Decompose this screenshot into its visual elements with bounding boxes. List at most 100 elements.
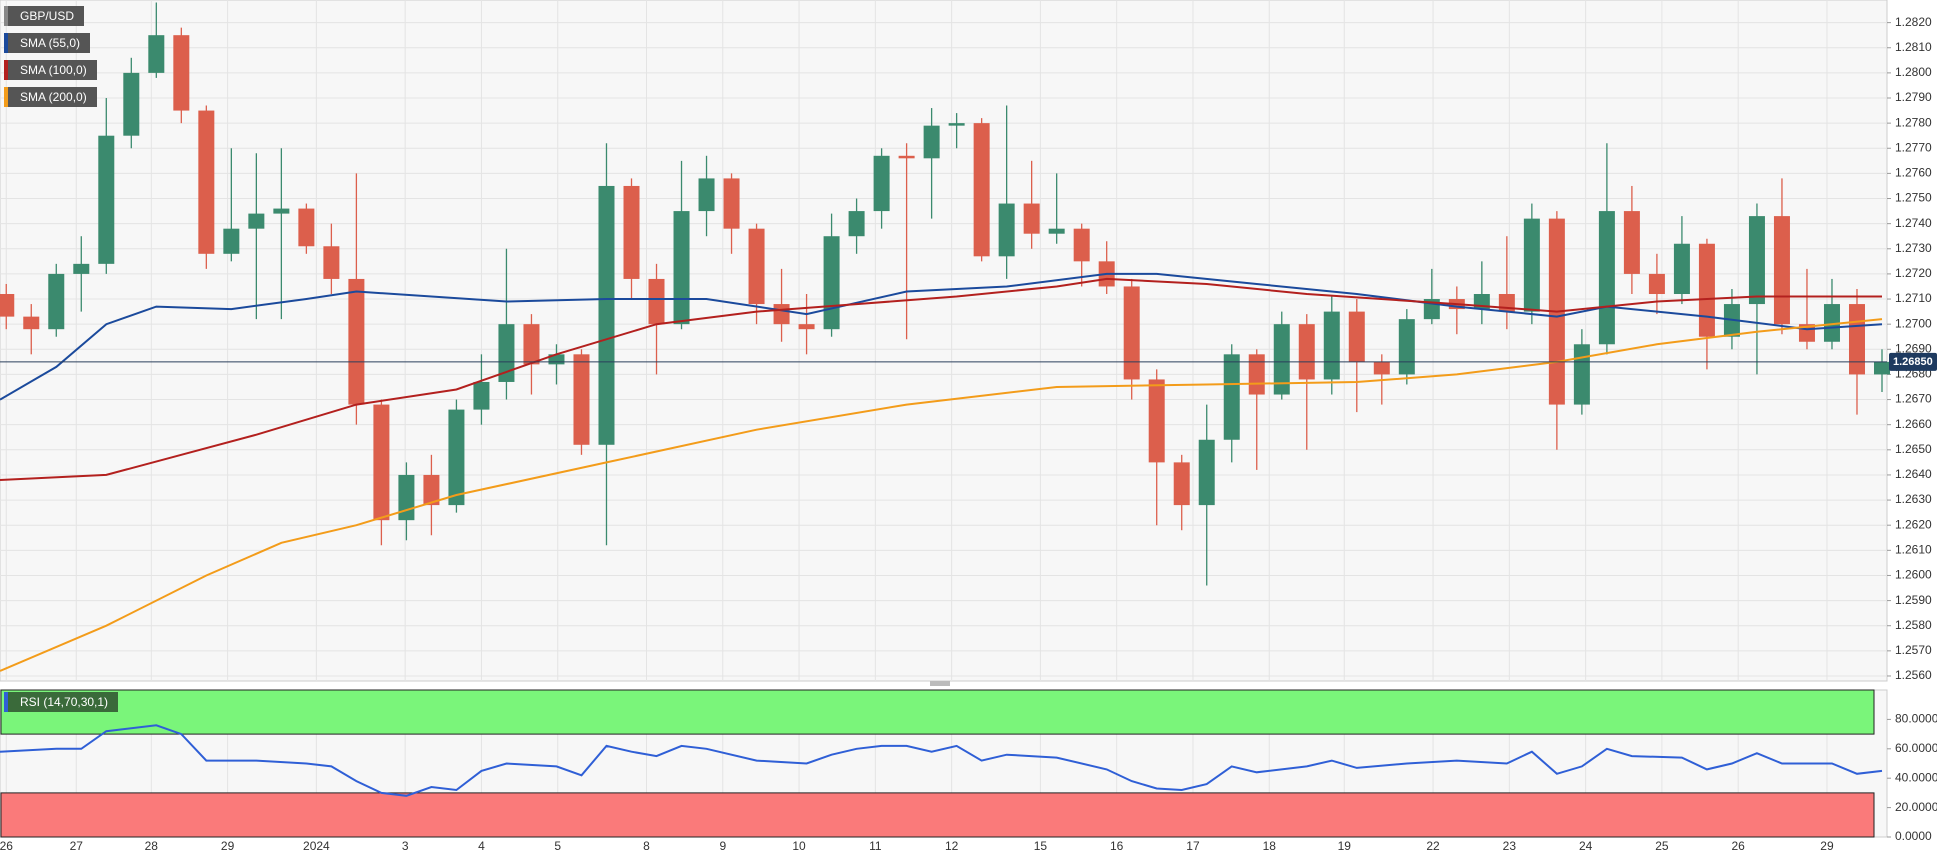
candle-body xyxy=(898,155,915,159)
candle-body xyxy=(1823,304,1840,342)
candle-body xyxy=(1298,324,1315,380)
y-tick-label: 1.2810 xyxy=(1895,40,1932,54)
candle-body xyxy=(98,135,115,264)
candle-body xyxy=(1598,211,1615,345)
rsi-band xyxy=(0,689,1875,735)
y-tick-label: 1.2710 xyxy=(1895,291,1932,305)
x-tick-label: 4 xyxy=(478,839,485,853)
candle-body xyxy=(398,474,415,521)
candle-body xyxy=(448,409,465,506)
candle-body xyxy=(1148,379,1165,463)
line-series xyxy=(0,272,1883,401)
rsi-band xyxy=(0,792,1875,838)
candle-body xyxy=(1223,354,1240,440)
candle-body xyxy=(823,236,840,330)
y-tick-label: 1.2730 xyxy=(1895,241,1932,255)
candle-body xyxy=(673,211,690,325)
y-tick-label: 1.2560 xyxy=(1895,668,1932,682)
candle-body xyxy=(348,278,365,405)
y-tick-label: 1.2630 xyxy=(1895,492,1932,506)
panel-divider xyxy=(930,681,950,686)
candle-body xyxy=(223,228,240,254)
candle-body xyxy=(623,185,640,279)
legend-symbol: GBP/USD xyxy=(4,6,85,26)
candle-body xyxy=(1023,203,1040,234)
y-tick-label: 1.2750 xyxy=(1895,191,1932,205)
candle-body xyxy=(423,474,440,506)
x-tick-label: 9 xyxy=(719,839,726,853)
candle-body xyxy=(1123,286,1140,380)
candle-body xyxy=(1373,361,1390,375)
x-tick-label: 15 xyxy=(1034,839,1048,853)
candle-body xyxy=(748,228,765,305)
candle-body xyxy=(1398,319,1415,375)
candle-body xyxy=(998,203,1015,257)
candle-body xyxy=(1073,228,1090,262)
y-tick-label: 1.2580 xyxy=(1895,618,1932,632)
y-tick-label: 1.2700 xyxy=(1895,316,1932,330)
x-tick-label: 12 xyxy=(945,839,959,853)
candle-body xyxy=(1248,354,1265,395)
candle-body xyxy=(1673,243,1690,295)
x-tick-label: 22 xyxy=(1426,839,1440,853)
candle-body xyxy=(273,208,290,214)
candle-body xyxy=(123,72,140,136)
y-tick-label: 1.2660 xyxy=(1895,417,1932,431)
candle-body xyxy=(73,263,90,274)
candle-body xyxy=(1523,218,1540,312)
x-tick-label: 11 xyxy=(869,839,882,853)
candle-body xyxy=(1323,311,1340,380)
y-tick-label: 1.2600 xyxy=(1895,568,1932,582)
y-tick-label: 60.0000 xyxy=(1895,741,1937,755)
y-tick-label: 1.2690 xyxy=(1895,341,1932,355)
y-tick-label: 20.0000 xyxy=(1895,800,1937,814)
y-tick-label: 0.0000 xyxy=(1895,829,1932,843)
x-tick-label: 25 xyxy=(1655,839,1669,853)
candle-body xyxy=(648,278,665,325)
x-tick-label: 10 xyxy=(792,839,806,853)
x-tick-label: 17 xyxy=(1186,839,1200,853)
candle-body xyxy=(473,381,490,410)
candle-body xyxy=(1623,211,1640,274)
candle-body xyxy=(698,178,715,212)
candle-body xyxy=(148,35,165,73)
candle-body xyxy=(723,178,740,229)
y-tick-label: 1.2620 xyxy=(1895,517,1932,531)
candle-body xyxy=(523,324,540,365)
y-tick-label: 1.2740 xyxy=(1895,216,1932,230)
x-tick-label: 29 xyxy=(221,839,235,853)
y-tick-label: 1.2780 xyxy=(1895,115,1932,129)
legend-entry: SMA (100,0) xyxy=(4,60,97,80)
candle-body xyxy=(323,246,340,279)
candle-body xyxy=(873,155,890,212)
candle-body xyxy=(548,354,565,365)
x-tick-label: 18 xyxy=(1263,839,1277,853)
candle-body xyxy=(48,273,65,330)
plot-background xyxy=(0,0,1888,682)
y-tick-label: 1.2800 xyxy=(1895,65,1932,79)
line-series xyxy=(0,724,1883,797)
candle-body xyxy=(1873,361,1890,375)
candle-body xyxy=(573,354,590,445)
y-tick-label: 1.2820 xyxy=(1895,15,1932,29)
candle-body xyxy=(1773,216,1790,325)
candle-body xyxy=(973,123,990,257)
candle-body xyxy=(23,316,40,330)
candle-body xyxy=(923,125,940,159)
candle-body xyxy=(1348,311,1365,362)
y-tick-label: 40.0000 xyxy=(1895,770,1937,784)
last-price-box xyxy=(1889,352,1937,371)
x-tick-label: 27 xyxy=(70,839,84,853)
candle-body xyxy=(1573,344,1590,405)
y-tick-label: 1.2720 xyxy=(1895,266,1932,280)
legend-entry: SMA (200,0) xyxy=(4,87,97,107)
y-tick-label: 1.2650 xyxy=(1895,442,1932,456)
candle-body xyxy=(1748,216,1765,305)
candle-body xyxy=(1698,243,1715,337)
candle-body xyxy=(373,404,390,521)
candle-body xyxy=(1198,439,1215,506)
candle-body xyxy=(1273,324,1290,395)
candle-body xyxy=(173,35,190,111)
